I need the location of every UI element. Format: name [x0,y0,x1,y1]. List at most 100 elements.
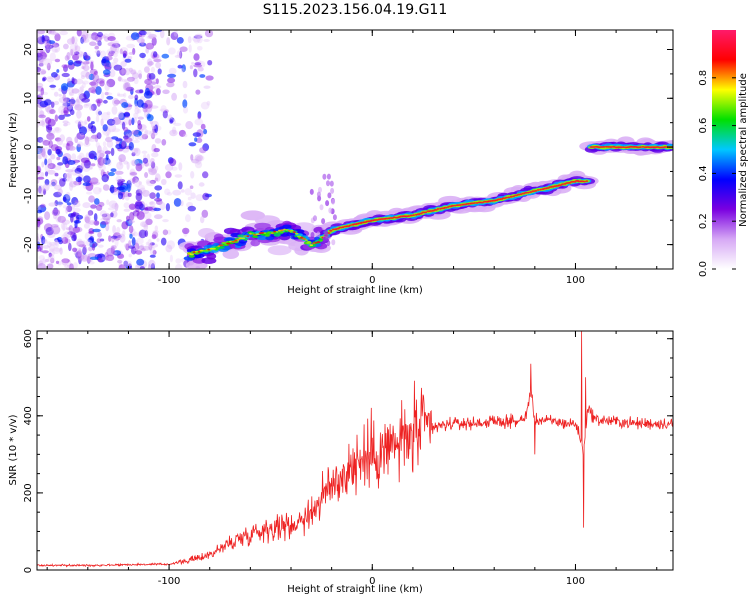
noise-blob [197,46,203,51]
ridge-blob [407,215,411,217]
noise-blob [61,72,70,78]
noise-blob [160,237,167,246]
noise-blob [109,69,116,78]
noise-blob [62,173,68,179]
noise-blob [191,61,195,65]
noise-blob [37,235,40,245]
ridge-blob [536,189,540,191]
noise-blob [46,77,55,83]
noise-blob [67,171,73,179]
noise-blob [127,77,133,82]
noise-blob [89,177,99,185]
noise-blob [182,227,190,235]
noise-blob [166,192,173,196]
noise-blob [153,51,158,58]
noise-blob [109,251,118,255]
noise-blob [150,132,156,140]
noise-blob [49,84,57,88]
noise-blob [165,244,173,253]
noise-blob [193,64,203,68]
ridge-blob [284,229,289,231]
noise-blob [131,130,140,135]
noise-blob [190,192,196,199]
noise-blob [316,191,321,198]
noise-blob [135,250,143,255]
noise-blob [75,251,82,259]
noise-blob [89,166,93,170]
noise-blob [321,218,326,225]
noise-blob [102,184,110,191]
noise-blob [101,91,105,100]
noise-blob [169,254,173,263]
noise-blob [41,118,46,128]
noise-blob [166,81,175,88]
noise-blob [138,245,145,251]
noise-blob [129,172,137,176]
ridge-blob [275,230,279,233]
ridge-blob [264,233,270,237]
noise-blob [61,219,70,225]
noise-blob [121,78,127,83]
noise-blob [106,95,114,100]
ridge-blob [568,181,572,184]
noise-blob [123,79,133,83]
ridge-blob [309,244,314,247]
noise-blob [126,215,130,222]
noise-blob [37,136,44,143]
noise-blob [58,93,62,97]
noise-blob [53,213,57,220]
noise-blob [71,203,76,209]
noise-blob [154,214,163,220]
noise-blob [48,253,53,257]
noise-blob [37,30,46,35]
noise-blob [54,58,61,63]
noise-blob [96,50,101,57]
ridge-blob [254,222,271,230]
noise-blob [135,163,143,172]
ridge-blob [345,225,351,228]
noise-blob [64,172,70,182]
ridge-blob [519,193,523,196]
noise-blob [185,121,194,130]
noise-blob [69,109,75,116]
noise-blob [134,179,141,188]
noise-blob [71,153,77,161]
noise-blob [67,146,76,151]
noise-blob [123,129,133,138]
ridge-blob [660,146,665,149]
noise-blob [189,185,194,189]
noise-blob [55,148,61,155]
noise-blob [191,158,200,164]
y-tick-label: 20 [23,43,34,56]
noise-blob [42,91,49,96]
noise-blob [50,130,55,135]
noise-blob [132,72,139,79]
noise-blob [154,177,159,182]
noise-blob [95,142,101,148]
noise-blob [142,245,150,251]
noise-blob [178,129,186,137]
noise-blob [92,186,102,195]
noise-blob [153,148,160,153]
noise-blob [98,244,104,248]
ridge-blob [237,234,244,238]
noise-blob [37,49,46,57]
noise-blob [80,30,89,40]
noise-blob [108,171,115,177]
noise-blob [146,58,153,67]
noise-blob [62,156,69,165]
noise-blob [93,213,98,222]
noise-blob [142,211,152,220]
noise-blob [114,202,119,212]
noise-blob [57,188,63,195]
noise-blob [123,115,132,125]
noise-blob [170,32,179,40]
noise-blob [100,221,107,229]
noise-blob [47,253,55,263]
noise-blob [325,235,330,242]
noise-blob [37,176,45,180]
ridge-blob [282,224,292,230]
noise-blob [71,197,79,206]
noise-blob [162,89,170,95]
noise-blob [42,35,50,42]
